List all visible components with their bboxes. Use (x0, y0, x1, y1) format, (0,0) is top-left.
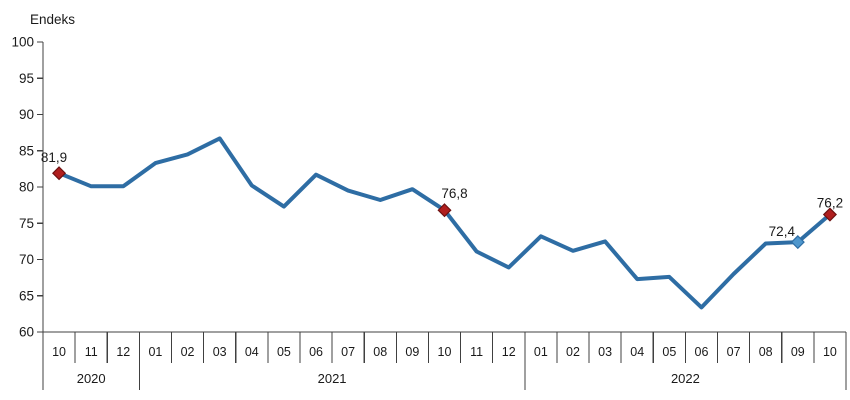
month-label: 06 (695, 345, 709, 359)
value-label: 76,8 (441, 186, 467, 201)
y-tick-label: 100 (11, 35, 34, 50)
month-label: 08 (373, 345, 387, 359)
y-tick-label: 60 (19, 325, 34, 340)
year-label: 2022 (671, 371, 700, 386)
y-tick-label: 70 (19, 252, 34, 267)
data-line (57, 136, 832, 310)
value-label: 72,4 (769, 224, 796, 239)
month-label: 09 (791, 345, 805, 359)
marker-diamond-blue (790, 235, 805, 250)
y-tick-label: 80 (19, 180, 34, 195)
month-label: 10 (52, 345, 66, 359)
month-label: 04 (630, 345, 644, 359)
marker-diamond-red (52, 166, 67, 181)
month-label: 07 (727, 345, 741, 359)
month-label: 03 (213, 345, 227, 359)
y-tick-label: 75 (19, 216, 34, 231)
y-tick-label: 95 (19, 71, 34, 86)
month-label: 08 (759, 345, 773, 359)
y-tick-label: 65 (19, 288, 34, 303)
month-label: 05 (662, 345, 676, 359)
value-label: 81,9 (41, 150, 67, 165)
marker-diamond-red (822, 207, 837, 222)
month-label: 10 (438, 345, 452, 359)
month-label: 09 (405, 345, 419, 359)
y-tick-label: 85 (19, 143, 34, 158)
month-label: 02 (566, 345, 580, 359)
month-label: 05 (277, 345, 291, 359)
value-label: 76,2 (817, 196, 843, 211)
marker-diamond-red (437, 203, 452, 218)
month-label: 01 (148, 345, 162, 359)
month-label: 07 (341, 345, 355, 359)
month-label: 02 (181, 345, 195, 359)
month-label: 03 (598, 345, 612, 359)
month-label: 10 (823, 345, 837, 359)
year-label: 2021 (318, 371, 347, 386)
month-label: 11 (470, 345, 483, 359)
y-tick-label: 90 (19, 107, 34, 122)
month-label: 12 (502, 345, 516, 359)
month-label: 06 (309, 345, 323, 359)
y-axis-title: Endeks (30, 12, 76, 27)
month-label: 04 (245, 345, 259, 359)
month-label: 12 (116, 345, 130, 359)
year-label: 2020 (77, 371, 106, 386)
month-label: 01 (534, 345, 548, 359)
month-label: 11 (85, 345, 98, 359)
